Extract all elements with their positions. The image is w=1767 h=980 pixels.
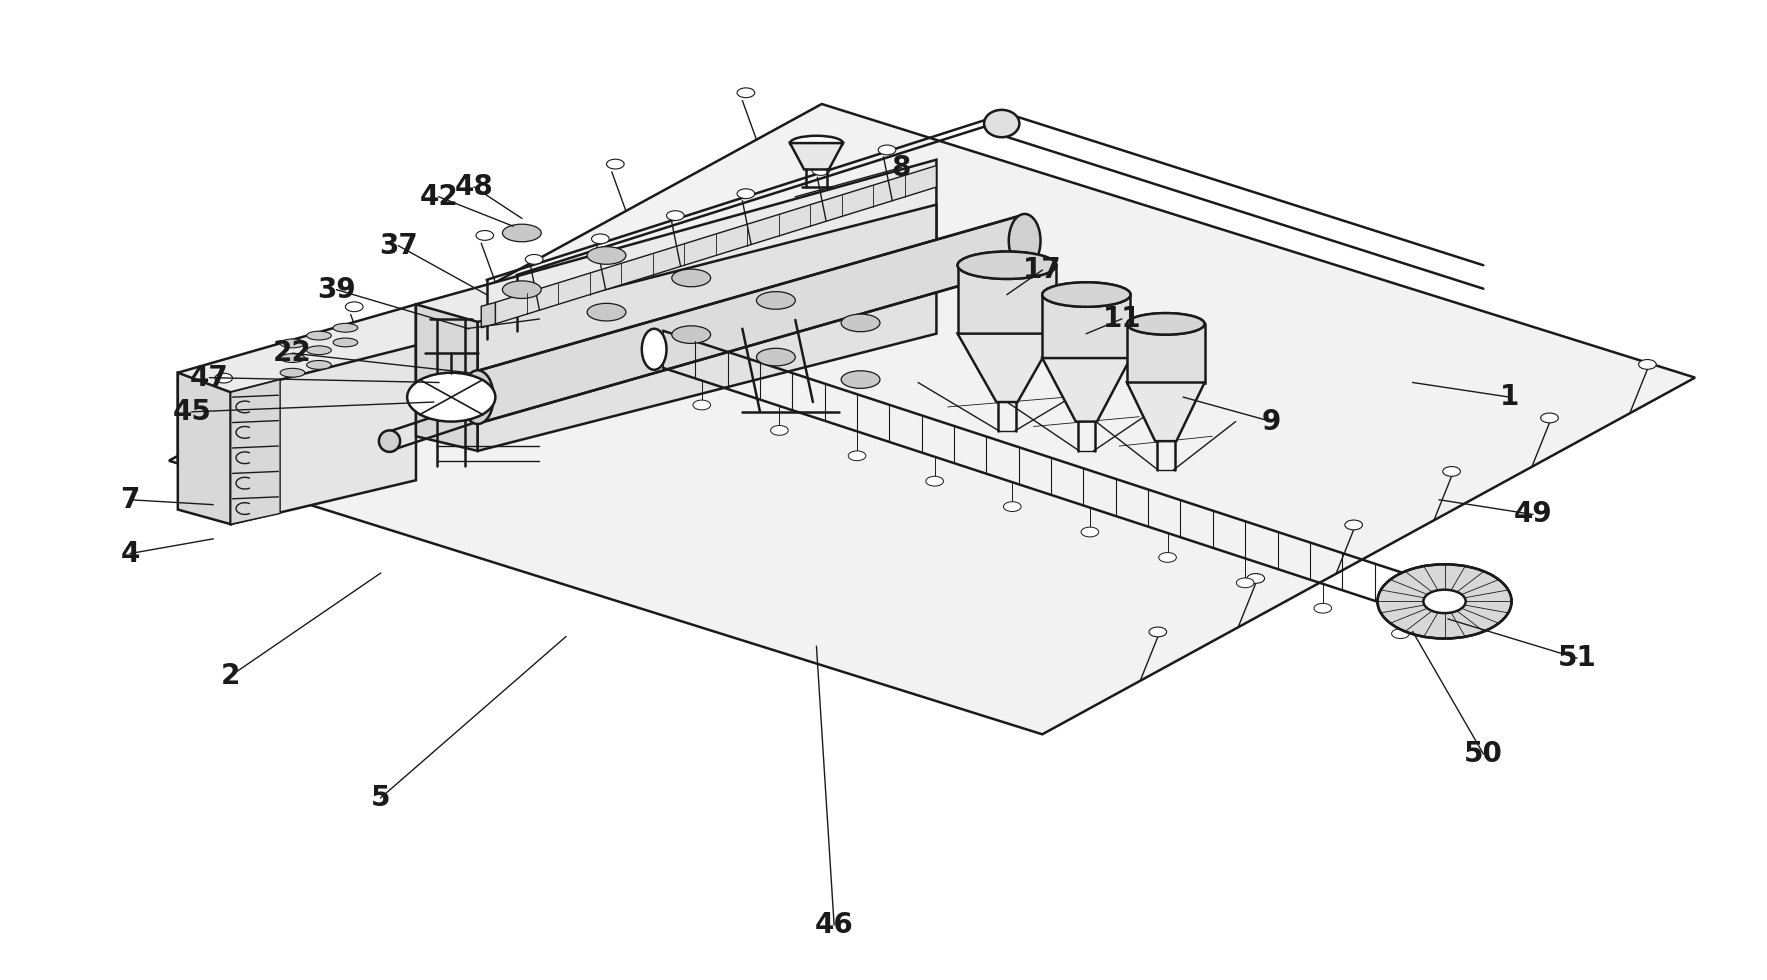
- Ellipse shape: [281, 368, 306, 377]
- Circle shape: [848, 451, 866, 461]
- Polygon shape: [1043, 295, 1131, 358]
- Circle shape: [216, 373, 233, 383]
- Ellipse shape: [841, 315, 880, 331]
- Circle shape: [475, 230, 493, 240]
- Ellipse shape: [641, 328, 666, 369]
- Polygon shape: [481, 303, 495, 327]
- Ellipse shape: [332, 338, 357, 347]
- Ellipse shape: [671, 270, 710, 287]
- Circle shape: [1345, 520, 1362, 530]
- Polygon shape: [231, 345, 415, 524]
- Text: 8: 8: [892, 154, 910, 181]
- Polygon shape: [477, 215, 1025, 423]
- Polygon shape: [958, 333, 1057, 402]
- Text: 39: 39: [318, 275, 355, 304]
- Text: 49: 49: [1513, 501, 1551, 528]
- Circle shape: [693, 400, 710, 410]
- Polygon shape: [415, 160, 937, 392]
- Circle shape: [592, 234, 610, 244]
- Text: 22: 22: [274, 339, 311, 368]
- Circle shape: [406, 372, 495, 421]
- Circle shape: [1004, 502, 1021, 512]
- Polygon shape: [1127, 382, 1205, 441]
- Circle shape: [1638, 360, 1656, 369]
- Ellipse shape: [984, 110, 1020, 137]
- Polygon shape: [958, 266, 1057, 333]
- Text: 46: 46: [815, 910, 853, 939]
- Polygon shape: [170, 104, 1695, 734]
- Ellipse shape: [378, 430, 399, 452]
- Circle shape: [1315, 604, 1332, 613]
- Text: 37: 37: [378, 231, 417, 260]
- Text: 1: 1: [1500, 383, 1520, 412]
- Circle shape: [770, 425, 788, 435]
- Circle shape: [1541, 413, 1558, 422]
- Text: 42: 42: [419, 183, 458, 211]
- Ellipse shape: [332, 323, 357, 332]
- Ellipse shape: [461, 370, 493, 424]
- Circle shape: [878, 145, 896, 155]
- Text: 17: 17: [1023, 256, 1062, 284]
- Ellipse shape: [502, 224, 541, 242]
- Ellipse shape: [1043, 282, 1131, 307]
- Circle shape: [1248, 573, 1265, 583]
- Ellipse shape: [756, 292, 795, 310]
- Text: 50: 50: [1463, 740, 1502, 768]
- Text: 4: 4: [120, 540, 140, 567]
- Text: 51: 51: [1557, 644, 1596, 672]
- Ellipse shape: [587, 304, 626, 320]
- Ellipse shape: [1127, 314, 1205, 334]
- Text: 45: 45: [173, 398, 212, 426]
- Ellipse shape: [281, 354, 306, 363]
- Polygon shape: [415, 305, 477, 451]
- Circle shape: [1392, 629, 1410, 639]
- Text: 48: 48: [454, 173, 493, 201]
- Ellipse shape: [1009, 214, 1041, 268]
- Polygon shape: [231, 379, 281, 524]
- Circle shape: [525, 255, 542, 265]
- Circle shape: [1444, 466, 1460, 476]
- Circle shape: [345, 302, 362, 312]
- Circle shape: [737, 88, 755, 98]
- Ellipse shape: [671, 325, 710, 343]
- Polygon shape: [178, 372, 231, 524]
- Ellipse shape: [841, 370, 880, 388]
- Text: 9: 9: [1262, 408, 1281, 435]
- Polygon shape: [495, 166, 937, 323]
- Circle shape: [1378, 564, 1511, 639]
- Text: 47: 47: [191, 364, 230, 392]
- Ellipse shape: [1127, 314, 1205, 334]
- Text: 2: 2: [221, 662, 240, 690]
- Ellipse shape: [587, 247, 626, 265]
- Circle shape: [813, 166, 830, 175]
- Ellipse shape: [790, 136, 843, 150]
- Text: 7: 7: [120, 486, 140, 514]
- Ellipse shape: [307, 331, 330, 340]
- Polygon shape: [790, 143, 843, 170]
- Ellipse shape: [307, 346, 330, 355]
- Circle shape: [1081, 527, 1099, 537]
- Polygon shape: [178, 305, 415, 461]
- Text: 5: 5: [371, 784, 391, 811]
- Circle shape: [1159, 553, 1177, 563]
- Polygon shape: [1043, 358, 1131, 421]
- Circle shape: [1424, 590, 1465, 613]
- Circle shape: [737, 189, 755, 199]
- Ellipse shape: [958, 252, 1057, 279]
- Circle shape: [666, 211, 684, 220]
- Ellipse shape: [281, 339, 306, 348]
- Circle shape: [926, 476, 944, 486]
- Polygon shape: [477, 205, 937, 451]
- Ellipse shape: [958, 252, 1057, 279]
- Circle shape: [606, 159, 624, 169]
- Polygon shape: [1127, 323, 1205, 382]
- Ellipse shape: [502, 281, 541, 299]
- Circle shape: [1149, 627, 1166, 637]
- Ellipse shape: [1043, 282, 1131, 307]
- Ellipse shape: [756, 348, 795, 366]
- Text: 11: 11: [1103, 305, 1141, 333]
- Circle shape: [1237, 578, 1255, 588]
- Ellipse shape: [307, 361, 330, 369]
